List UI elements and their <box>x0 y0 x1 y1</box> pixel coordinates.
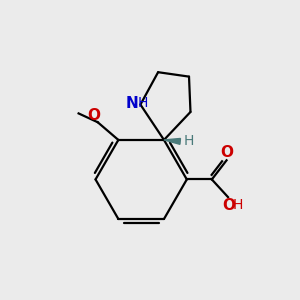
Polygon shape <box>164 139 180 144</box>
Text: O: O <box>222 198 235 213</box>
Text: H: H <box>232 198 243 212</box>
Text: H: H <box>183 134 194 148</box>
Text: O: O <box>88 108 101 123</box>
Text: O: O <box>220 146 233 160</box>
Text: N: N <box>126 96 139 111</box>
Text: H: H <box>138 96 148 110</box>
